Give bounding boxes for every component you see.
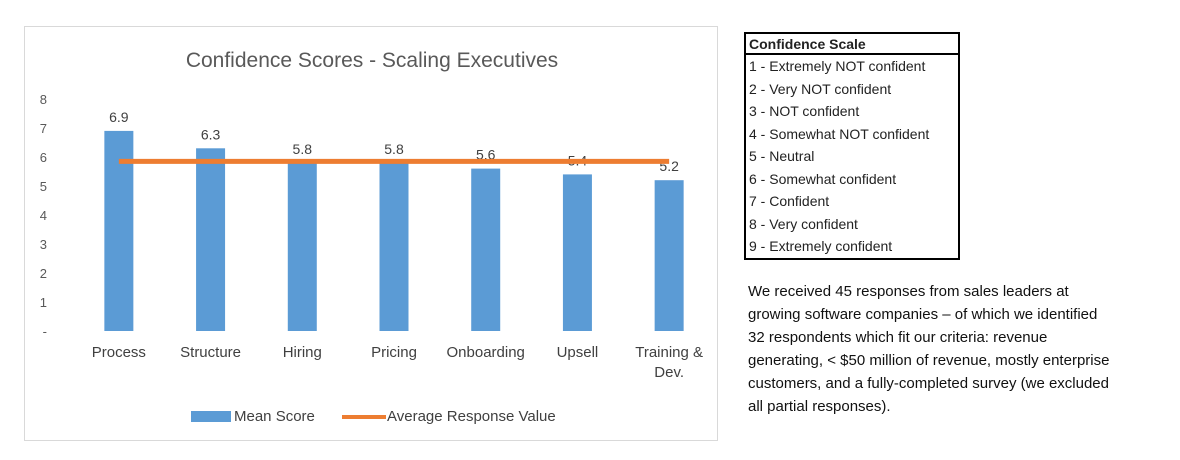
- description-line: all partial responses).: [748, 398, 891, 415]
- confidence-scale-items: 1 - Extremely NOT confident 2 - Very NOT…: [746, 55, 958, 258]
- x-tick-label: Process: [92, 344, 146, 361]
- scale-item: 1 - Extremely NOT confident: [749, 58, 926, 74]
- description-line: We received 45 responses from sales lead…: [748, 283, 1069, 300]
- description-line: growing software companies – of which we…: [748, 306, 1098, 323]
- data-label: 6.9: [109, 109, 129, 125]
- chart-title: Confidence Scores - Scaling Executives: [186, 49, 558, 72]
- description-line: generating, < $50 million of revenue, mo…: [748, 352, 1110, 369]
- chart-container: Confidence Scores - Scaling Executives - 1…: [24, 26, 718, 441]
- x-tick-label: Pricing: [371, 344, 417, 361]
- x-tick-label: Onboarding: [447, 344, 525, 361]
- y-tick-label: 5: [40, 179, 47, 194]
- scale-item: 9 - Extremely confident: [749, 238, 893, 254]
- x-tick-label: Structure: [180, 344, 241, 361]
- data-label: 5.6: [476, 147, 496, 163]
- survey-description: We received 45 responses from sales lead…: [748, 280, 1168, 418]
- bar-pricing: [379, 162, 409, 331]
- bar-upsell: [562, 174, 592, 331]
- scale-item: 2 - Very NOT confident: [749, 80, 892, 97]
- scale-item: 5 - Neutral: [749, 148, 815, 164]
- data-label: 6.3: [201, 126, 221, 142]
- y-tick-label: 3: [40, 237, 47, 252]
- y-tick-label: 8: [40, 92, 47, 107]
- bar-structure: [196, 148, 226, 331]
- legend-label-average: Average Response Value: [387, 408, 556, 425]
- confidence-scale-title: Confidence Scale: [746, 34, 958, 55]
- y-tick-label: 4: [40, 208, 47, 223]
- x-tick-label: Training &: [635, 344, 703, 361]
- data-label: 5.8: [293, 141, 313, 157]
- y-tick-label: -: [43, 324, 47, 339]
- scale-item: 4 - Somewhat NOT confident: [749, 125, 930, 142]
- y-tick-label: 1: [40, 295, 47, 310]
- bar-onboarding: [471, 168, 501, 331]
- x-tick-label: Upsell: [557, 344, 599, 361]
- legend-label-mean-score: Mean Score: [234, 408, 315, 425]
- description-line: customers, and a fully-completed survey …: [748, 375, 1109, 392]
- x-tick-label: Hiring: [283, 344, 322, 361]
- bar-process: [104, 130, 134, 331]
- bar-training-dev: [654, 180, 684, 331]
- legend-swatch-mean-score: [191, 411, 231, 422]
- bar-hiring: [287, 162, 317, 331]
- y-tick-label: 2: [40, 266, 47, 281]
- bar-chart: Confidence Scores - Scaling Executives - 1…: [40, 49, 703, 425]
- scale-item: 3 - NOT confident: [749, 103, 860, 119]
- data-label: 5.8: [384, 141, 404, 157]
- description-line: 32 respondents which fit our criteria: r…: [748, 329, 1048, 346]
- x-tick-label: Dev.: [654, 364, 684, 381]
- y-tick-label: 7: [40, 121, 47, 136]
- scale-item: 8 - Very confident: [749, 215, 858, 232]
- scale-item: 7 - Confident: [749, 193, 830, 209]
- confidence-scale-table: Confidence Scale 1 - Extremely NOT confi…: [744, 32, 960, 260]
- scale-item: 6 - Somewhat confident: [749, 170, 897, 187]
- y-tick-label: 6: [40, 150, 47, 165]
